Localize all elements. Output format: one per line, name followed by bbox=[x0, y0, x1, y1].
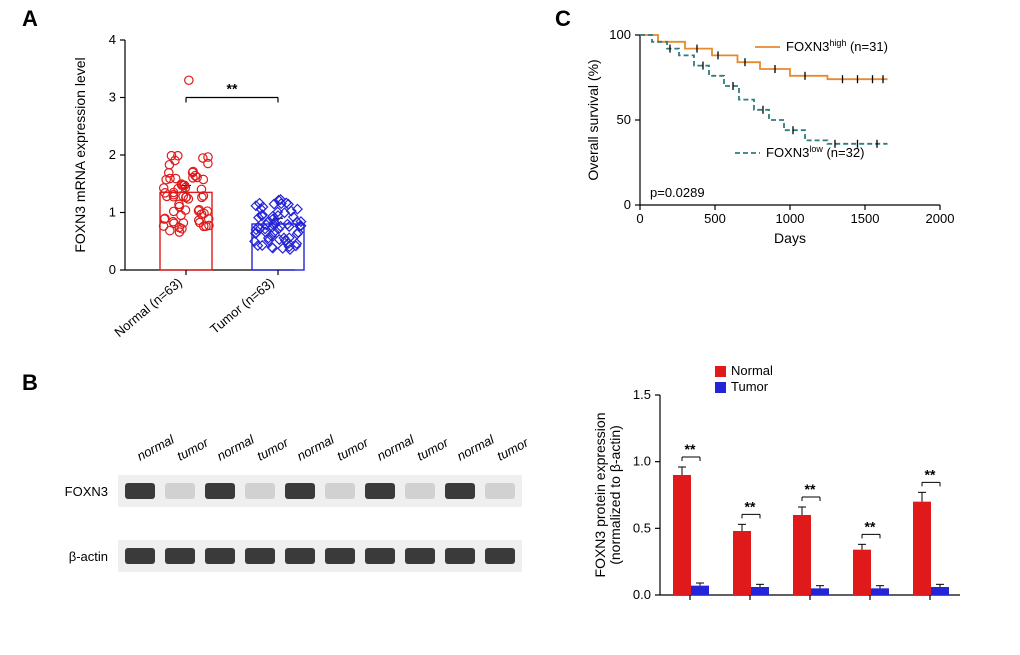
panel-b-blot: normaltumornormaltumornormaltumornormalt… bbox=[30, 410, 540, 640]
svg-text:1: 1 bbox=[109, 205, 116, 220]
svg-text:FOXN3 protein expression: FOXN3 protein expression bbox=[592, 413, 608, 578]
svg-text:tumor: tumor bbox=[414, 434, 451, 463]
panel-c-label: C bbox=[555, 6, 571, 32]
svg-text:Normal: Normal bbox=[731, 363, 773, 378]
svg-text:1.5: 1.5 bbox=[633, 387, 651, 402]
svg-text:Tumor: Tumor bbox=[731, 379, 769, 394]
svg-text:0: 0 bbox=[109, 262, 116, 277]
panel-b-label: B bbox=[22, 370, 38, 396]
svg-text:2: 2 bbox=[109, 147, 116, 162]
svg-text:normal: normal bbox=[294, 431, 337, 463]
svg-text:3: 3 bbox=[109, 90, 116, 105]
svg-text:**: ** bbox=[685, 441, 696, 457]
svg-text:50: 50 bbox=[617, 112, 631, 127]
svg-text:tumor: tumor bbox=[174, 434, 211, 463]
svg-text:**: ** bbox=[805, 481, 816, 497]
svg-text:Normal (n=63): Normal (n=63) bbox=[111, 275, 185, 340]
svg-text:Tumor (n=63): Tumor (n=63) bbox=[207, 275, 277, 337]
svg-text:FOXN3high (n=31): FOXN3high (n=31) bbox=[786, 38, 888, 54]
svg-text:tumor: tumor bbox=[494, 434, 531, 463]
svg-text:normal: normal bbox=[214, 431, 257, 463]
svg-text:1500: 1500 bbox=[851, 211, 880, 226]
svg-text:β-actin: β-actin bbox=[69, 549, 108, 564]
svg-text:**: ** bbox=[227, 81, 238, 97]
panel-a-label: A bbox=[22, 6, 38, 32]
svg-text:(normalized to β-actin): (normalized to β-actin) bbox=[607, 425, 623, 565]
svg-text:normal: normal bbox=[134, 431, 177, 463]
svg-text:1.0: 1.0 bbox=[633, 454, 651, 469]
svg-text:0: 0 bbox=[636, 211, 643, 226]
svg-text:0: 0 bbox=[624, 197, 631, 212]
svg-text:FOXN3 mRNA expression level: FOXN3 mRNA expression level bbox=[72, 57, 88, 252]
panel-d-chart: 0.0 0.5 1.0 1.5 FOXN3 protein expression(nor… bbox=[570, 360, 1000, 650]
svg-text:4: 4 bbox=[109, 32, 116, 47]
svg-text:1000: 1000 bbox=[776, 211, 805, 226]
svg-text:normal: normal bbox=[454, 431, 497, 463]
svg-text:**: ** bbox=[865, 518, 876, 534]
svg-text:0.5: 0.5 bbox=[633, 520, 651, 535]
svg-text:p=0.0289: p=0.0289 bbox=[650, 185, 705, 200]
svg-text:2000: 2000 bbox=[926, 211, 955, 226]
svg-text:FOXN3low (n=32): FOXN3low (n=32) bbox=[766, 144, 864, 160]
figure-root: A B C 0 1 2 3 4 FOXN3 mRNA expression level No… bbox=[0, 0, 1020, 655]
svg-text:0.0: 0.0 bbox=[633, 587, 651, 602]
panel-a-chart: 0 1 2 3 4 FOXN3 mRNA expression level Normal (… bbox=[40, 10, 390, 340]
svg-text:tumor: tumor bbox=[334, 434, 371, 463]
svg-text:tumor: tumor bbox=[254, 434, 291, 463]
svg-text:Days: Days bbox=[774, 230, 806, 246]
svg-text:**: ** bbox=[745, 498, 756, 514]
svg-text:**: ** bbox=[925, 466, 936, 482]
svg-text:Overall survival (%): Overall survival (%) bbox=[585, 59, 601, 180]
svg-text:FOXN3: FOXN3 bbox=[65, 484, 108, 499]
svg-text:500: 500 bbox=[704, 211, 726, 226]
svg-text:100: 100 bbox=[609, 27, 631, 42]
svg-text:normal: normal bbox=[374, 431, 417, 463]
panel-c-survival: 0501000500100015002000Overall survival (… bbox=[570, 15, 990, 265]
